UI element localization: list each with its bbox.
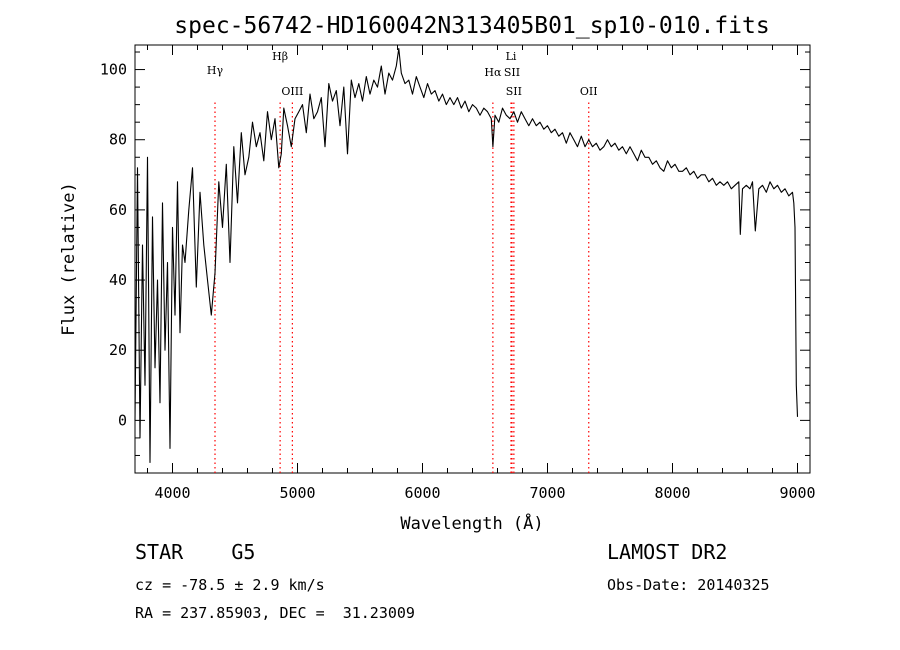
y-tick-label: 0 [118, 411, 127, 429]
axes: 4000 5000 6000 7000 8000 9000 0 20 40 60 80 100 [100, 45, 816, 502]
coordinates-readout: RA = 237.85903, DEC = 31.23009 [135, 604, 415, 622]
marker-label: OIII [281, 85, 303, 98]
y-tick-label: 20 [109, 341, 127, 359]
x-axis-label: Wavelength (Å) [400, 512, 543, 534]
object-type: STAR G5 [135, 540, 256, 564]
x-tick-label: 7000 [529, 484, 565, 502]
y-axis-label: Flux (relative) [59, 182, 79, 336]
redshift-readout: cz = -78.5 ± 2.9 km/s [135, 576, 325, 594]
marker-label: Hγ [207, 64, 224, 77]
marker-label: SII [504, 66, 520, 79]
chart-title: spec-56742-HD160042N313405B01_sp10-010.f… [174, 13, 769, 39]
y-tick-label: 60 [109, 201, 127, 219]
observation-date: Obs-Date: 20140325 [607, 576, 770, 594]
marker-label: Hα [484, 66, 502, 79]
marker-label: SII [506, 85, 522, 98]
survey-name: LAMOST DR2 [607, 540, 728, 564]
marker-label: Hβ [272, 50, 288, 63]
marker-label: Li [506, 50, 517, 63]
line-markers: Hγ Hβ OIII Hα Li SII SII OII [207, 50, 598, 473]
marker-label: OII [580, 85, 598, 98]
x-tick-label: 8000 [654, 484, 690, 502]
series-layer [134, 47, 799, 464]
plot-frame [134, 44, 811, 474]
x-tick-label: 5000 [279, 484, 315, 502]
y-tick-label: 80 [109, 131, 127, 149]
y-tick-label: 100 [100, 61, 127, 79]
y-tick-label: 40 [109, 271, 127, 289]
x-tick-label: 9000 [779, 484, 815, 502]
x-tick-label: 4000 [154, 484, 190, 502]
x-tick-label: 6000 [404, 484, 440, 502]
spectrum-series-line [134, 47, 799, 464]
